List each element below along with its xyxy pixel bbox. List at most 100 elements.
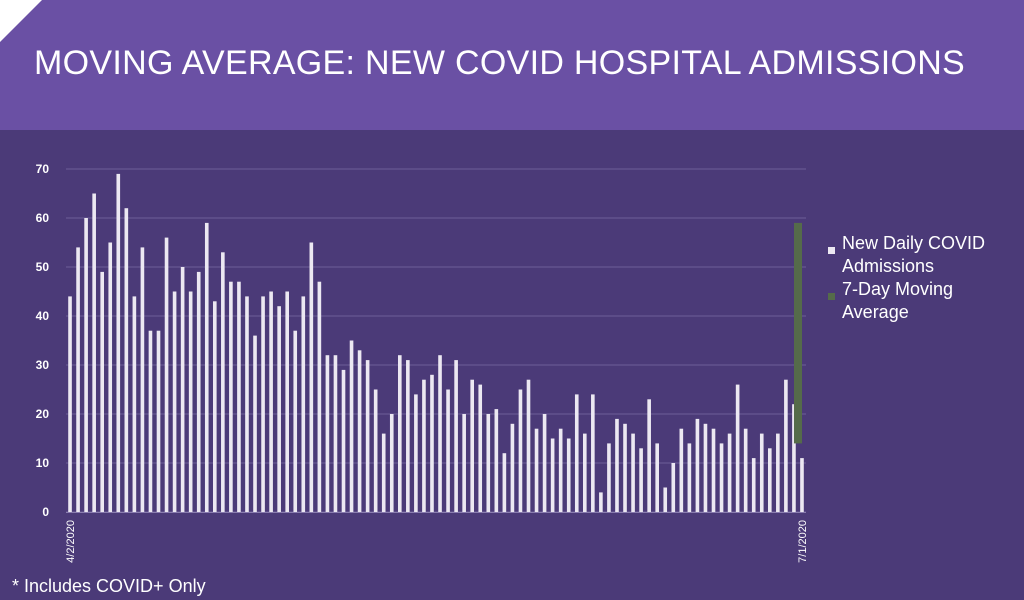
bar [486, 414, 491, 512]
bar [534, 428, 539, 512]
bar [430, 374, 434, 512]
bar [124, 208, 129, 512]
bar [333, 355, 338, 512]
bar [261, 296, 265, 512]
bar [164, 237, 169, 512]
bar [663, 487, 668, 512]
bar [438, 355, 442, 512]
bar [526, 379, 531, 512]
bar [373, 389, 378, 512]
page-title: MOVING AVERAGE: NEW COVID HOSPITAL ADMIS… [34, 44, 966, 82]
bar [245, 296, 249, 512]
bar [293, 330, 298, 512]
bar [615, 418, 619, 512]
moving-average-band [794, 222, 802, 444]
bar [695, 418, 700, 512]
bar [148, 330, 153, 512]
bar [550, 438, 555, 512]
bar [566, 438, 571, 512]
bar [792, 404, 796, 512]
bar [309, 242, 314, 512]
bar [711, 428, 716, 512]
bar [365, 360, 370, 512]
gridlines [66, 168, 806, 513]
bar [116, 173, 121, 512]
bar [751, 458, 756, 512]
y-tick-label: 30 [36, 358, 50, 372]
bar [784, 379, 788, 512]
legend-item-average: 7-Day Moving Average [826, 278, 1021, 324]
bar [687, 443, 692, 512]
bar [406, 360, 410, 512]
bar [277, 306, 281, 512]
legend: New Daily COVID Admissions 7-Day Moving … [826, 232, 1021, 324]
bar [325, 355, 330, 512]
bar [196, 271, 201, 512]
bar [76, 247, 80, 512]
bar [518, 389, 523, 512]
bar [776, 433, 780, 512]
bar [542, 414, 547, 512]
x-axis: 4/2/2020 7/1/2020 [65, 512, 809, 563]
bar [800, 458, 804, 512]
bar [591, 394, 595, 512]
bar [349, 340, 354, 512]
bar [422, 379, 426, 512]
bar [285, 291, 290, 512]
bar [140, 247, 145, 512]
bar [389, 414, 394, 512]
bar [156, 330, 161, 512]
bar [679, 428, 684, 512]
legend-item-daily: New Daily COVID Admissions [826, 232, 1021, 278]
bar [188, 291, 193, 512]
bar [84, 218, 88, 512]
bar [381, 433, 386, 512]
bar [204, 222, 209, 512]
bar [478, 384, 483, 512]
legend-label-daily: New Daily COVID Admissions [842, 233, 986, 276]
corner-fold [0, 0, 42, 42]
bar [599, 492, 603, 512]
bar [414, 394, 418, 512]
bar [237, 281, 241, 512]
footnote: * Includes COVID+ Only [12, 576, 206, 596]
bar [574, 394, 579, 512]
bar [510, 423, 515, 512]
legend-swatch-average [828, 293, 835, 300]
bar [607, 443, 611, 512]
bar [703, 423, 708, 512]
bar [269, 291, 273, 512]
bar [357, 350, 362, 512]
bar [341, 369, 346, 512]
bar [623, 423, 627, 512]
bar [132, 296, 137, 512]
bar [100, 271, 105, 512]
y-axis-ticks: 0 10 20 30 40 50 60 70 [36, 162, 50, 519]
bar [229, 281, 233, 512]
bar [446, 389, 450, 512]
y-tick-label: 50 [36, 260, 50, 274]
bar [172, 291, 177, 512]
bar [639, 448, 643, 512]
bar [68, 296, 72, 512]
bar [397, 355, 402, 512]
y-tick-label: 0 [42, 505, 49, 519]
chart: 0 10 20 30 40 50 60 70 4/2/2020 7/1/2020 [36, 162, 809, 563]
y-tick-label: 20 [36, 407, 50, 421]
bar [212, 301, 217, 512]
x-tick-label: 4/2/2020 [65, 520, 77, 563]
bar [655, 443, 660, 512]
moving-average [794, 222, 802, 444]
bar [221, 252, 225, 513]
legend-label-average: 7-Day Moving Average [842, 279, 954, 322]
bar [253, 335, 257, 512]
bars [68, 173, 804, 513]
bar [494, 409, 499, 512]
bar [301, 296, 306, 512]
bar [462, 414, 466, 512]
bar [180, 267, 185, 512]
bar [719, 443, 724, 512]
y-tick-label: 10 [36, 456, 50, 470]
bar [735, 384, 740, 512]
title-banner: MOVING AVERAGE: NEW COVID HOSPITAL ADMIS… [0, 0, 1024, 130]
